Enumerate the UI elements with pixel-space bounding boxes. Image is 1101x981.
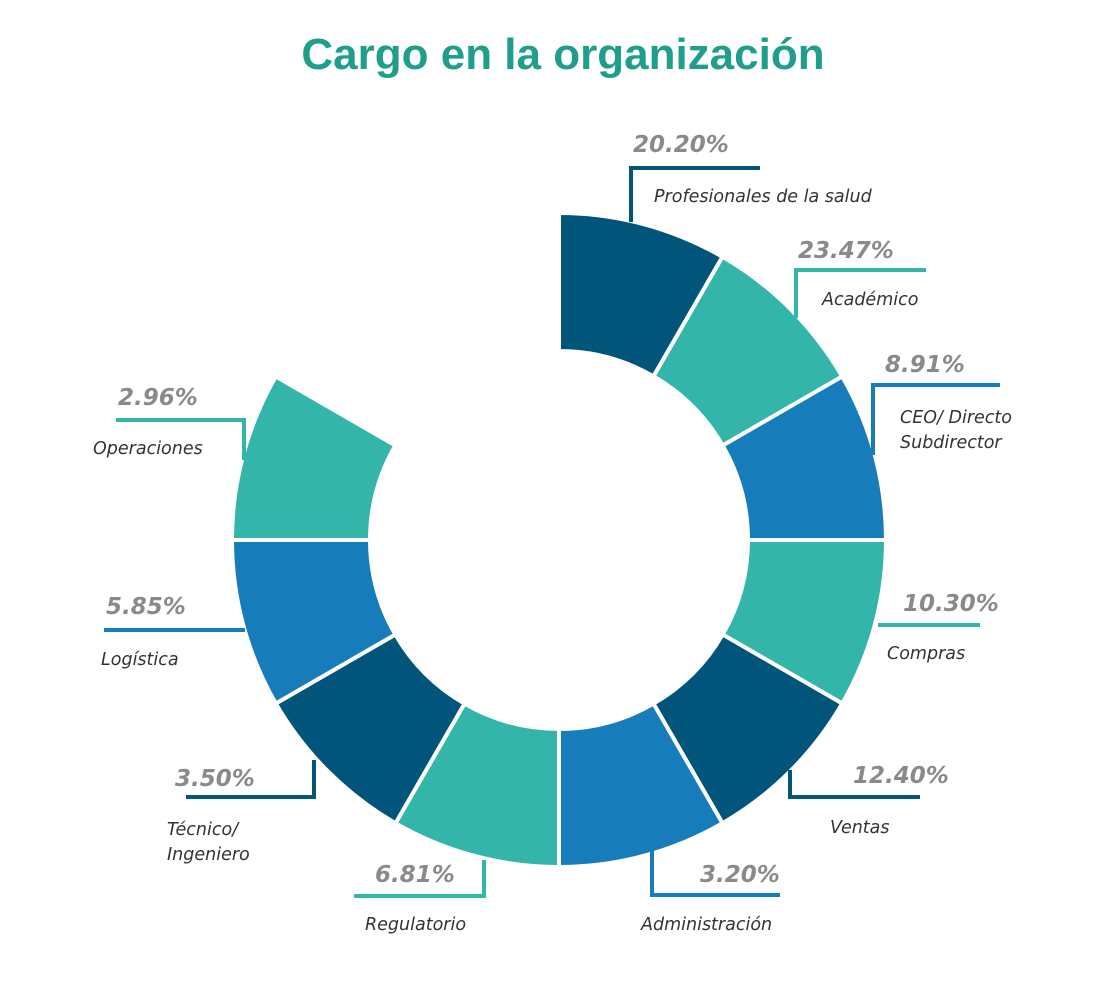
value-label: 2.96% [118, 385, 198, 411]
category-label: Compras [887, 644, 965, 664]
value-label: 12.40% [853, 763, 949, 789]
category-label: Técnico/ [167, 820, 240, 840]
category-label: Regulatorio [365, 915, 466, 935]
value-label: 6.81% [375, 862, 455, 888]
value-label: 3.20% [700, 862, 780, 888]
leader-line [650, 840, 780, 897]
category-label: Logística [101, 650, 179, 670]
value-label: 10.30% [903, 591, 999, 617]
category-label: Académico [821, 290, 918, 310]
category-label: Ventas [830, 818, 890, 838]
leader-line [354, 860, 486, 898]
leader-line [186, 760, 316, 799]
value-label: 5.85% [106, 594, 186, 620]
category-label: Profesionales de la salud [654, 187, 873, 207]
leader-line [629, 166, 760, 222]
value-label: 3.50% [175, 766, 255, 792]
category-label: Administración [640, 915, 772, 935]
leader-line [871, 383, 1000, 455]
leader-line [794, 268, 926, 318]
donut-segment [229, 373, 399, 542]
category-label: Subdirector [900, 433, 1003, 453]
category-label: Ingeniero [167, 845, 250, 865]
value-label: 20.20% [633, 132, 729, 158]
value-label: 23.47% [798, 238, 894, 264]
leader-line [116, 418, 246, 460]
value-label: 8.91% [885, 352, 965, 378]
leader-line [788, 770, 920, 799]
category-label: Operaciones [93, 439, 203, 459]
category-label: CEO/ Directo [900, 408, 1012, 428]
chart-title: Cargo en la organización [301, 30, 825, 79]
